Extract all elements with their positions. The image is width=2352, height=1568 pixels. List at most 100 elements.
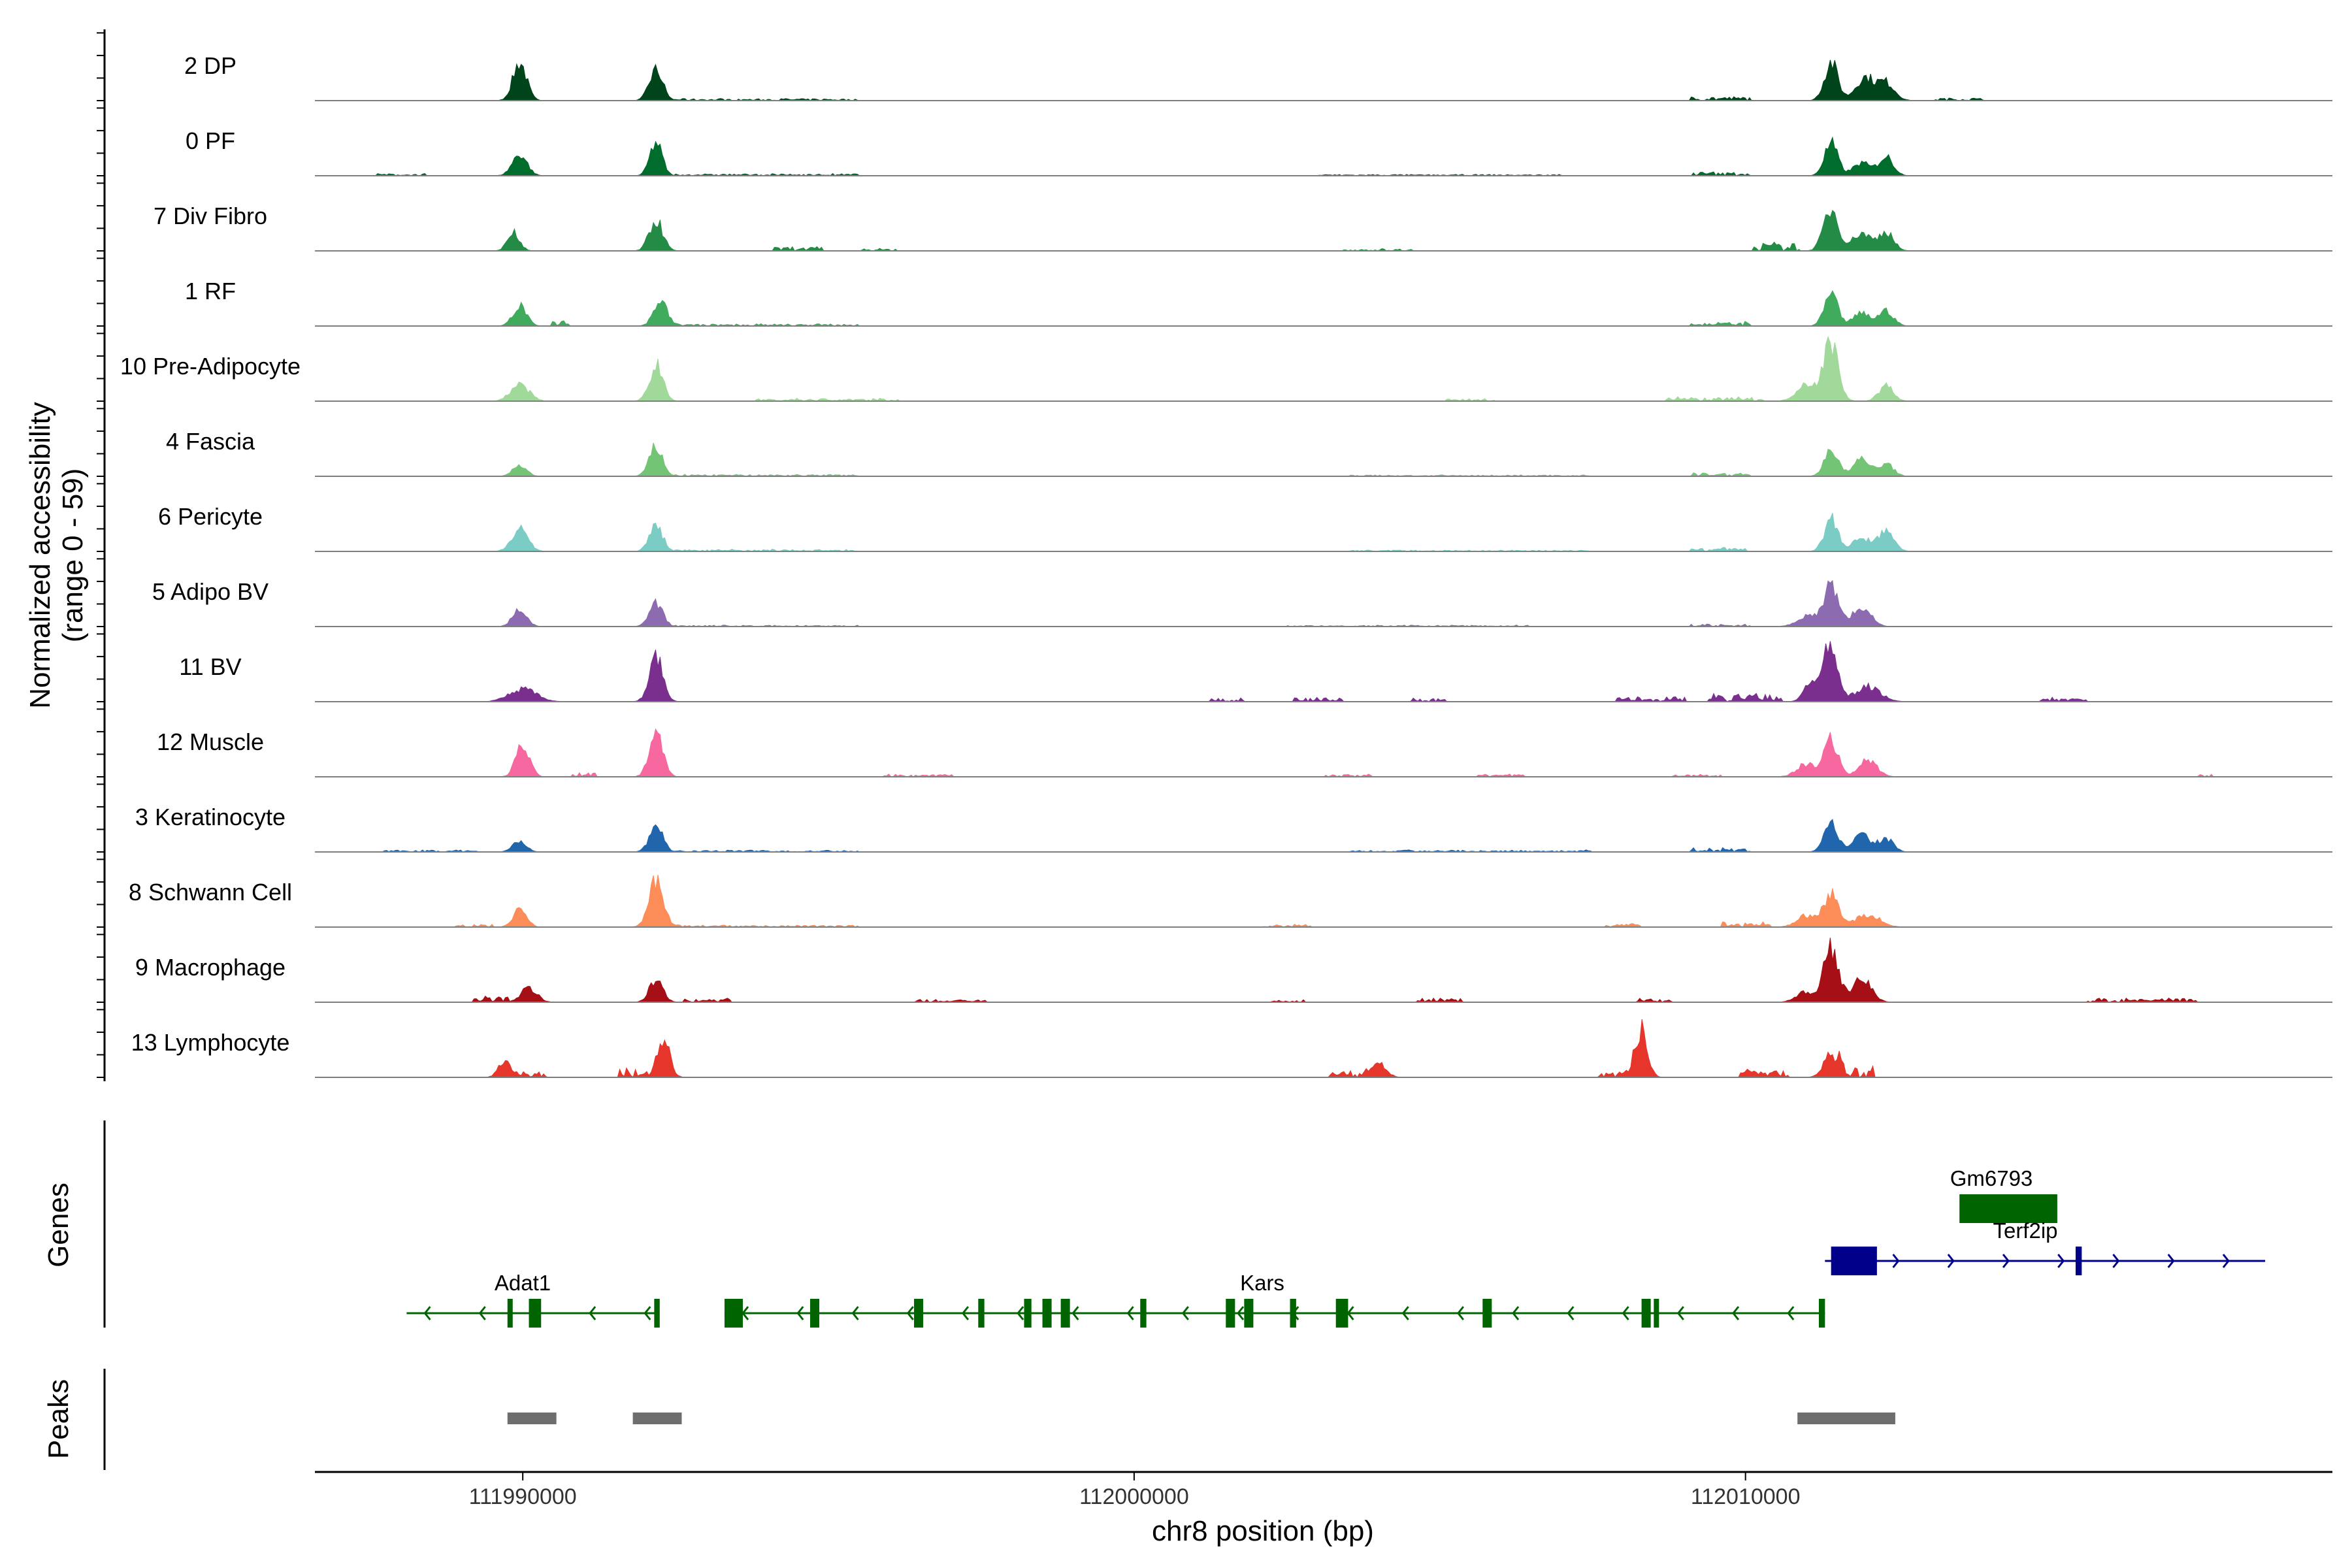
coverage-area xyxy=(315,938,2332,1003)
strand-arrow xyxy=(1181,1306,1189,1320)
strand-arrow xyxy=(1947,1254,1955,1268)
track-label: 13 Lymphocyte xyxy=(131,1029,290,1056)
track-label: 5 Adipo BV xyxy=(152,578,269,605)
strand-arrow xyxy=(851,1306,859,1320)
gene-label: Kars xyxy=(1240,1271,1284,1295)
strand-arrow xyxy=(1456,1306,1465,1320)
exon xyxy=(1959,1194,2057,1223)
coverage-area xyxy=(315,580,2332,627)
track-0-pf: 0 PF xyxy=(186,127,2332,176)
track-7-div-fibro: 7 Div Fibro xyxy=(154,203,2332,252)
exon xyxy=(1482,1299,1492,1328)
strand-arrow xyxy=(589,1306,596,1320)
strand-arrow xyxy=(961,1306,970,1320)
exon xyxy=(1140,1299,1147,1328)
coverage-area xyxy=(315,641,2332,702)
track-label: 9 Macrophage xyxy=(135,954,286,981)
gene-label: Adat1 xyxy=(495,1271,551,1295)
strand-arrow xyxy=(2167,1254,2175,1268)
coverage-tracks: 2 DP 0 PF 7 Div Fibro 1 RF 10 Pre-Adipocyte 4… xyxy=(120,52,2332,1079)
track-label: 3 Keratinocyte xyxy=(135,804,286,830)
track-label: 0 PF xyxy=(186,127,235,154)
strand-arrow xyxy=(1732,1306,1740,1320)
strand-arrow xyxy=(1237,1306,1245,1320)
gene-label: Gm6793 xyxy=(1950,1166,2033,1190)
track-1-rf: 1 RF xyxy=(185,278,2332,327)
exon xyxy=(809,1299,819,1328)
exon xyxy=(1654,1299,1659,1328)
exon xyxy=(507,1299,513,1328)
strand-arrow xyxy=(423,1306,431,1320)
track-label: 6 Pericyte xyxy=(158,503,263,530)
track-9-macrophage: 9 Macrophage xyxy=(135,938,2332,1003)
track-12-muscle: 12 Muscle xyxy=(157,728,2332,777)
track-8-schwann-cell: 8 Schwann Cell xyxy=(129,874,2332,928)
strand-arrow xyxy=(478,1306,486,1320)
x-axis: 111990000 112000000 112010000 xyxy=(315,1471,2332,1509)
strand-arrow xyxy=(2112,1254,2120,1268)
track-13-lymphocyte: 13 Lymphocyte xyxy=(131,1019,2332,1079)
exon xyxy=(1226,1299,1235,1328)
peak-region xyxy=(632,1413,682,1424)
track-label: 8 Schwann Cell xyxy=(129,879,292,906)
track-11-bv: 11 BV xyxy=(179,641,2332,702)
peak-regions xyxy=(507,1413,1895,1424)
peak-region xyxy=(507,1413,557,1424)
strand-arrow xyxy=(1787,1306,1795,1320)
peaks-panel-title: Peaks xyxy=(42,1379,74,1459)
strand-arrow xyxy=(2057,1254,2065,1268)
coverage-area xyxy=(315,728,2332,777)
genes-panel-title: Genes xyxy=(42,1183,74,1267)
track-2-dp: 2 DP xyxy=(184,52,2332,101)
exon xyxy=(1024,1299,1032,1328)
exon xyxy=(529,1299,542,1328)
track-label: 2 DP xyxy=(184,52,237,79)
exon xyxy=(978,1299,985,1328)
exon xyxy=(2075,1247,2082,1275)
track-label: 11 BV xyxy=(179,653,241,680)
coverage-area xyxy=(315,1019,2332,1079)
coverage-area xyxy=(315,59,2332,101)
coverage-area xyxy=(315,136,2332,176)
exon xyxy=(1335,1299,1348,1328)
strand-arrow xyxy=(2222,1254,2230,1268)
strand-arrow xyxy=(1676,1306,1684,1320)
exon xyxy=(914,1299,924,1328)
strand-arrow xyxy=(906,1306,914,1320)
exon xyxy=(1818,1299,1825,1328)
track-label: 10 Pre-Adipocyte xyxy=(120,353,301,380)
strand-arrow xyxy=(1017,1306,1024,1320)
coverage-area xyxy=(315,289,2332,327)
x-tick-label: 111990000 xyxy=(469,1484,577,1509)
exon xyxy=(1641,1299,1651,1328)
strand-arrow xyxy=(1622,1306,1629,1320)
y-axis xyxy=(97,29,106,1081)
coverage-area xyxy=(315,874,2332,928)
track-6-pericyte: 6 Pericyte xyxy=(158,503,2332,552)
coverage-area xyxy=(315,442,2332,477)
gene-adat1: Adat1 xyxy=(406,1271,660,1328)
gene-gm6793: Gm6793 xyxy=(1950,1166,2057,1223)
track-3-keratinocyte: 3 Keratinocyte xyxy=(135,804,2332,853)
track-4-fascia: 4 Fascia xyxy=(166,428,2332,477)
exon xyxy=(1244,1299,1254,1328)
track-label: 12 Muscle xyxy=(157,728,264,755)
y-axis-title-line1: Normalized accessibility xyxy=(24,402,56,708)
strand-arrow xyxy=(1126,1306,1134,1320)
strand-arrow xyxy=(1512,1306,1520,1320)
track-label: 4 Fascia xyxy=(166,428,255,455)
gene-annotations: Adat1 Kars Gm6793 Terf2ip xyxy=(406,1166,2266,1328)
x-tick-label: 112000000 xyxy=(1079,1484,1189,1509)
strand-arrow xyxy=(1892,1254,1900,1268)
gene-kars: Kars xyxy=(724,1271,1825,1328)
peak-region xyxy=(1797,1413,1895,1424)
strand-arrow xyxy=(1401,1306,1409,1320)
track-label: 7 Div Fibro xyxy=(154,203,267,229)
exon xyxy=(1060,1299,1070,1328)
exon xyxy=(1290,1299,1296,1328)
coverage-area xyxy=(315,210,2332,252)
x-axis-title: chr8 position (bp) xyxy=(1152,1515,1374,1547)
track-10-pre-adipocyte: 10 Pre-Adipocyte xyxy=(120,336,2332,402)
track-label: 1 RF xyxy=(185,278,236,304)
